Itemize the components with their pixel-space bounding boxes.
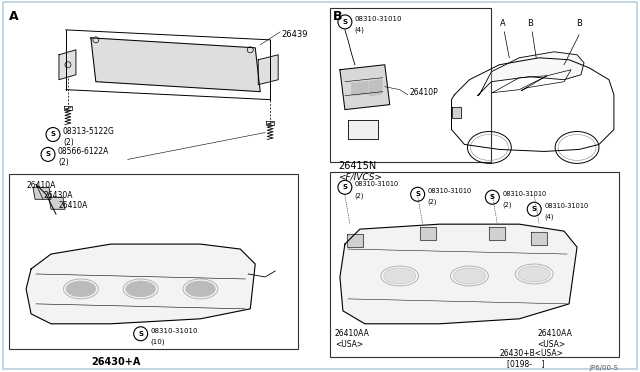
- Polygon shape: [420, 227, 436, 240]
- Text: 26410AA: 26410AA: [537, 329, 572, 338]
- Polygon shape: [352, 82, 368, 96]
- Ellipse shape: [66, 281, 96, 297]
- Text: S: S: [532, 206, 537, 212]
- Ellipse shape: [125, 281, 156, 297]
- Polygon shape: [477, 52, 584, 96]
- Text: (4): (4): [544, 214, 554, 221]
- Text: 26439: 26439: [281, 30, 308, 39]
- Polygon shape: [91, 38, 260, 92]
- Text: S: S: [342, 184, 348, 190]
- Text: (2): (2): [428, 199, 437, 205]
- Text: 08310-31010: 08310-31010: [502, 191, 547, 197]
- Text: S: S: [415, 191, 420, 197]
- Polygon shape: [340, 65, 390, 110]
- Text: B: B: [333, 10, 342, 23]
- Text: (2): (2): [58, 158, 68, 167]
- Text: S: S: [342, 19, 348, 25]
- Text: 08310-31010: 08310-31010: [428, 188, 472, 194]
- Ellipse shape: [518, 266, 550, 282]
- Text: 26410AA: 26410AA: [335, 329, 370, 338]
- Text: 08310-31010: 08310-31010: [150, 328, 198, 334]
- Text: (10): (10): [150, 339, 165, 345]
- Bar: [9, 174, 298, 349]
- Text: JP6/00-S: JP6/00-S: [589, 365, 618, 371]
- Polygon shape: [348, 119, 378, 140]
- Polygon shape: [258, 55, 278, 85]
- Polygon shape: [531, 232, 547, 245]
- Polygon shape: [490, 227, 506, 240]
- Text: A: A: [9, 10, 19, 23]
- Text: 26410P: 26410P: [410, 88, 438, 97]
- Text: 26430+A: 26430+A: [91, 357, 140, 367]
- Text: 26430+B<USA>: 26430+B<USA>: [499, 349, 563, 358]
- Ellipse shape: [454, 268, 485, 284]
- Text: 08313-5122G: 08313-5122G: [63, 127, 115, 136]
- Text: S: S: [45, 151, 51, 157]
- Text: (4): (4): [355, 27, 365, 33]
- Bar: [330, 172, 619, 357]
- Text: (2): (2): [502, 202, 512, 208]
- Text: (2): (2): [355, 192, 364, 199]
- Text: S: S: [490, 194, 495, 200]
- Polygon shape: [33, 187, 51, 199]
- Text: S: S: [51, 131, 56, 138]
- Polygon shape: [347, 234, 363, 247]
- Text: <F/IVCS>: <F/IVCS>: [338, 172, 382, 182]
- Text: <USA>: <USA>: [537, 340, 565, 349]
- Text: (2): (2): [63, 138, 74, 147]
- Bar: [330, 8, 492, 163]
- Text: 08310-31010: 08310-31010: [355, 16, 403, 22]
- Polygon shape: [49, 197, 65, 209]
- Ellipse shape: [384, 268, 415, 284]
- Polygon shape: [340, 224, 577, 324]
- Text: 26410A: 26410A: [59, 201, 88, 210]
- Text: 08566-6122A: 08566-6122A: [58, 147, 109, 156]
- Text: 26430A: 26430A: [43, 191, 72, 200]
- Text: 26410A: 26410A: [26, 181, 56, 190]
- Text: <USA>: <USA>: [335, 340, 363, 349]
- Ellipse shape: [186, 281, 216, 297]
- Text: 26415N: 26415N: [338, 161, 376, 171]
- Text: A: A: [499, 19, 505, 28]
- Text: 08310-31010: 08310-31010: [544, 203, 588, 209]
- Text: B: B: [527, 19, 533, 28]
- Polygon shape: [451, 107, 461, 118]
- Text: S: S: [138, 331, 143, 337]
- Text: B: B: [576, 19, 582, 28]
- Polygon shape: [370, 80, 382, 96]
- Text: 08310-31010: 08310-31010: [355, 181, 399, 187]
- Polygon shape: [59, 50, 76, 80]
- Text: [0198-    ]: [0198- ]: [508, 359, 545, 368]
- Polygon shape: [26, 244, 255, 324]
